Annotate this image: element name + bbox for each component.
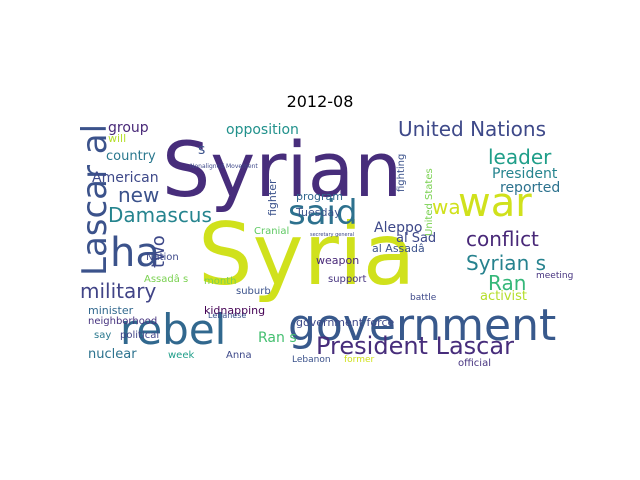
word-said: said	[288, 193, 358, 233]
word-activist: activist	[480, 289, 527, 304]
word-president: President	[492, 166, 558, 182]
word-two: two	[148, 235, 169, 268]
word-political: political	[120, 330, 159, 341]
word-anna: Anna	[226, 350, 252, 361]
word-cranial: Cranial	[254, 226, 289, 237]
word-war: war	[458, 180, 532, 226]
word-syria: Syria	[198, 205, 415, 305]
word-al-assad-: al Assadâ	[372, 242, 425, 255]
word-syrian-s: Syrian s	[466, 251, 546, 275]
word-united-states: United States	[424, 168, 435, 236]
word-minister: minister	[88, 304, 134, 317]
word-suburb: suburb	[236, 286, 271, 297]
word-leader: leader	[488, 145, 552, 169]
word-assad-s: Assadâ s	[144, 273, 188, 285]
word-group: group	[108, 120, 149, 136]
word-lebanese: Lebanese	[208, 311, 246, 320]
word-program: program	[296, 190, 343, 203]
word-damascus: Damascus	[108, 203, 212, 227]
word-military: military	[80, 279, 156, 303]
word-weapon: weapon	[316, 254, 359, 267]
word-government: government	[288, 300, 556, 351]
word-s: s	[198, 142, 205, 158]
word-aleppo: Aleppo	[374, 220, 422, 236]
word-united-nations: United Nations	[398, 118, 546, 141]
word-syrian: Syrian	[162, 125, 402, 214]
word-fighting: fighting	[396, 154, 407, 192]
word-fighter: fighter	[266, 179, 279, 216]
word-nation: Nation	[146, 252, 179, 263]
word-tuesday: Tuesday	[295, 206, 341, 219]
word-nuclear: nuclear	[88, 347, 137, 362]
word-rebel: rebel	[120, 305, 226, 354]
word-month: month	[204, 276, 236, 287]
word-lebanon: Lebanon	[292, 355, 331, 365]
word-meeting: meeting	[536, 271, 573, 281]
word-kidnapping: kidnapping	[204, 304, 265, 317]
word-support: support	[328, 274, 366, 285]
word-ha: ha	[110, 230, 160, 276]
word-official: official	[458, 358, 491, 366]
word-new: new	[118, 183, 159, 207]
word-neighborhood: neighborhood	[88, 316, 157, 327]
word-battle: battle	[410, 293, 437, 303]
word-former: former	[344, 355, 375, 365]
word-conflict: conflict	[466, 227, 539, 251]
word-government-force: government force	[296, 316, 394, 329]
word-american: American	[92, 170, 159, 186]
word-nonaligned-movement: Nonaligned Movement	[190, 163, 258, 170]
word-president-lascar: President Lascar	[316, 332, 514, 360]
word-opposition: opposition	[226, 122, 299, 138]
word-ran: Ran	[488, 271, 526, 295]
word-al-sad: al Sad	[396, 231, 436, 246]
word-country: country	[106, 149, 156, 164]
word-ran-s: Ran s	[258, 330, 297, 346]
chart-title: 2012-08	[286, 92, 354, 111]
word-say: say	[94, 330, 111, 341]
word-secretary-general: secretary general	[310, 232, 354, 238]
word-wa: wa	[432, 195, 461, 219]
word-week: week	[168, 350, 194, 361]
word-will: will	[108, 132, 126, 145]
word-reported: reported	[500, 180, 560, 196]
word-lascar-al: Lascar al	[80, 124, 115, 276]
